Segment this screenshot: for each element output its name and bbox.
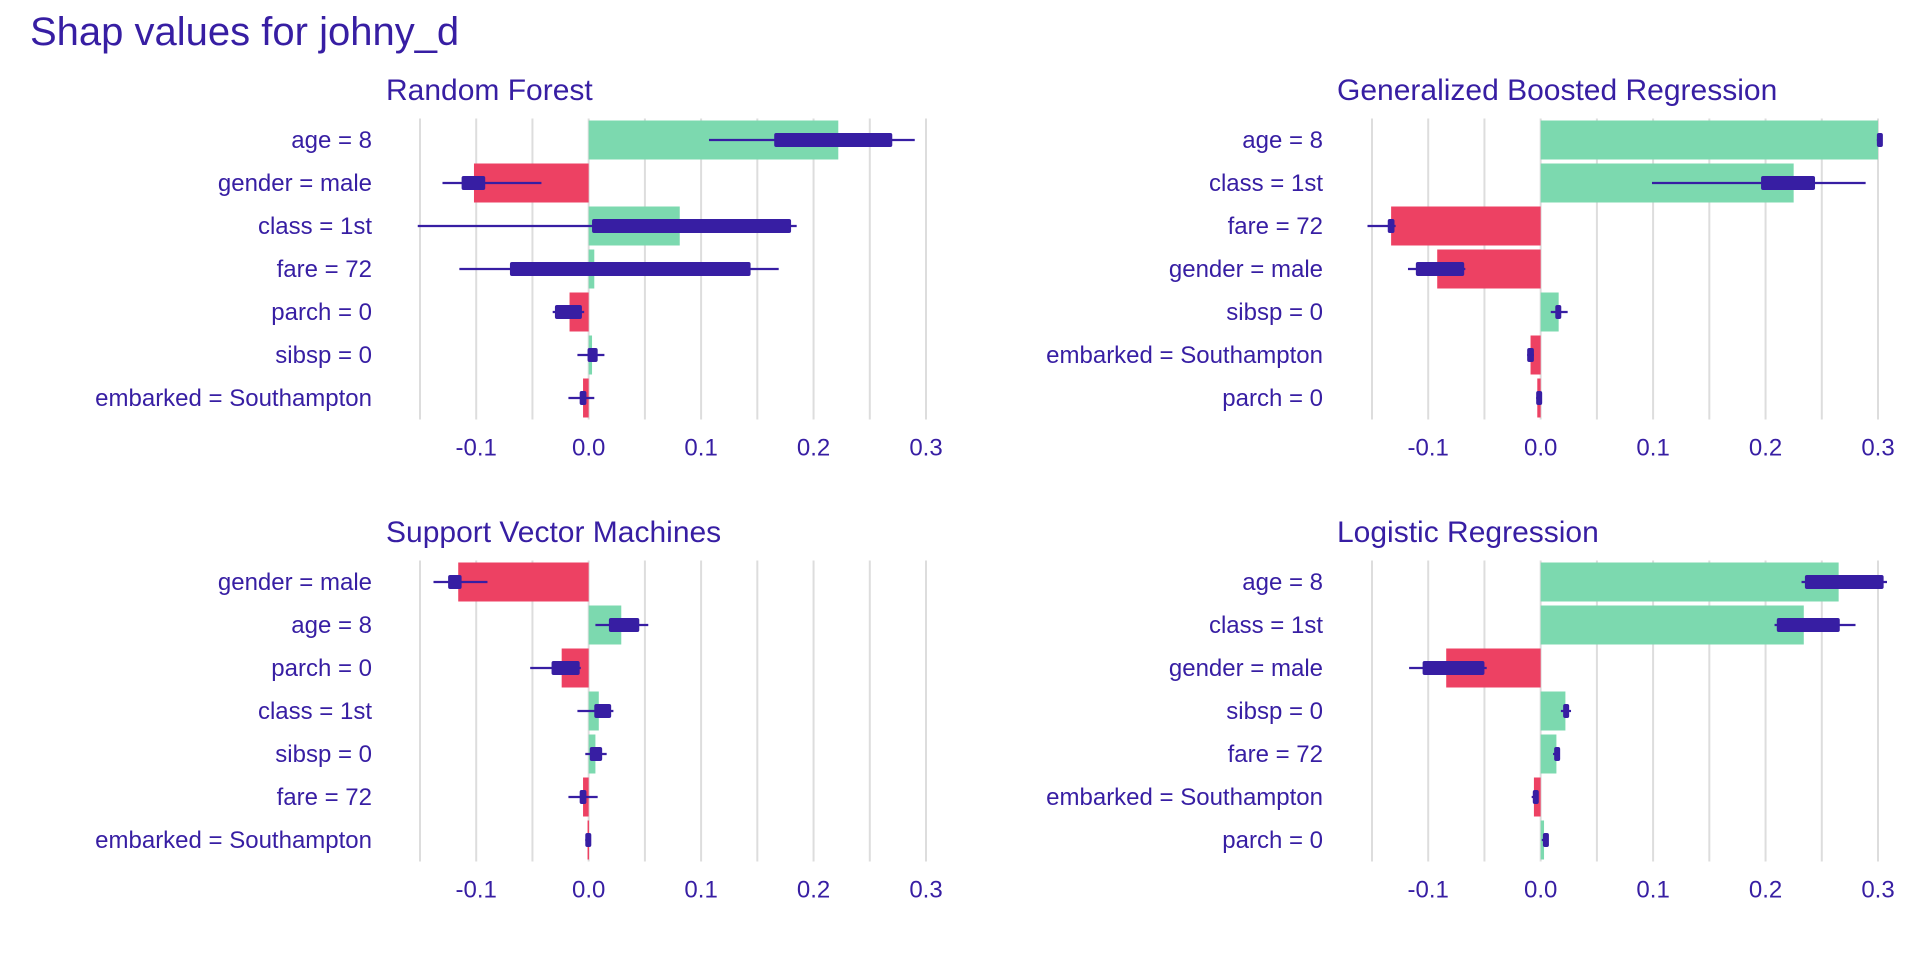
boxplot-box-parch-0 xyxy=(1542,833,1549,847)
category-label: fare = 72 xyxy=(1228,741,1323,768)
boxplot-box-embarked-southampton xyxy=(1527,348,1534,362)
panel-title: Support Vector Machines xyxy=(386,516,721,549)
bar-age-8 xyxy=(1540,562,1839,602)
boxplot-box-embarked-southampton xyxy=(585,833,592,847)
x-tick-label: 0.2 xyxy=(1749,877,1782,904)
x-tick-label: 0.0 xyxy=(572,877,605,904)
panel-generalized-boosted-regression: Generalized Boosted Regression age = 8 cla… xyxy=(1046,74,1895,462)
boxplot-box-gender-male xyxy=(1415,262,1465,276)
boxplot-box-fare-72 xyxy=(509,262,751,276)
x-tick-label: -0.1 xyxy=(1408,877,1449,904)
boxplot-box-age-8 xyxy=(774,133,893,147)
boxplot-box-embarked-southampton xyxy=(579,391,587,405)
boxplot-box-age-8 xyxy=(608,618,640,632)
category-label: embarked = Southampton xyxy=(95,827,372,854)
boxplot-box-sibsp-0 xyxy=(589,747,603,761)
category-label: sibsp = 0 xyxy=(1226,299,1323,326)
x-tick-label: 0.1 xyxy=(684,435,717,462)
x-tick-label: 0.2 xyxy=(797,435,830,462)
category-label: embarked = Southampton xyxy=(1046,784,1323,811)
boxplot-box-sibsp-0 xyxy=(587,348,598,362)
panel-random-forest: Random Forest age = 8 gender = male class =… xyxy=(95,74,943,462)
figure-title: Shap values for johny_d xyxy=(30,10,460,54)
x-tick-label: 0.3 xyxy=(909,877,942,904)
category-label: age = 8 xyxy=(291,127,372,154)
boxplot-box-gender-male xyxy=(1422,661,1485,675)
bar-fare-72 xyxy=(1540,734,1557,774)
category-label: parch = 0 xyxy=(271,655,372,682)
category-label: class = 1st xyxy=(1209,612,1323,639)
panel-title: Generalized Boosted Regression xyxy=(1337,74,1777,107)
category-label: class = 1st xyxy=(258,213,372,240)
x-tick-label: -0.1 xyxy=(456,877,497,904)
category-label: parch = 0 xyxy=(1222,827,1323,854)
panel-title: Logistic Regression xyxy=(1337,516,1599,549)
category-label: age = 8 xyxy=(1242,127,1323,154)
panel-logistic-regression: Logistic Regression age = 8 class = 1st gen… xyxy=(1046,516,1895,904)
x-tick-label: 0.3 xyxy=(909,435,942,462)
category-label: sibsp = 0 xyxy=(1226,698,1323,725)
bar-sibsp-0 xyxy=(1540,292,1559,332)
category-label: fare = 72 xyxy=(1228,213,1323,240)
boxplot-box-parch-0 xyxy=(551,661,580,675)
bar-fare-72 xyxy=(1391,206,1541,246)
x-tick-label: 0.2 xyxy=(797,877,830,904)
bar-class-1st xyxy=(1540,605,1804,645)
x-tick-label: 0.1 xyxy=(1636,435,1669,462)
boxplot-box-embarked-southampton xyxy=(1532,790,1539,804)
x-tick-label: 0.2 xyxy=(1749,435,1782,462)
boxplot-box-fare-72 xyxy=(579,790,587,804)
category-label: parch = 0 xyxy=(1222,385,1323,412)
x-tick-label: -0.1 xyxy=(1408,435,1449,462)
boxplot-box-class-1st xyxy=(1776,618,1840,632)
x-tick-label: 0.1 xyxy=(1636,877,1669,904)
x-tick-label: 0.0 xyxy=(1524,877,1557,904)
x-tick-label: 0.0 xyxy=(572,435,605,462)
category-label: embarked = Southampton xyxy=(95,385,372,412)
boxplot-box-class-1st xyxy=(592,219,792,233)
category-label: gender = male xyxy=(218,170,372,197)
x-tick-label: 0.1 xyxy=(684,877,717,904)
category-label: gender = male xyxy=(1169,655,1323,682)
bar-embarked-southampton xyxy=(1530,335,1541,375)
category-label: fare = 72 xyxy=(277,256,372,283)
category-label: embarked = Southampton xyxy=(1046,342,1323,369)
category-label: gender = male xyxy=(218,569,372,596)
boxplot-box-sibsp-0 xyxy=(1555,305,1562,319)
boxplot-box-parch-0 xyxy=(554,305,582,319)
category-label: gender = male xyxy=(1169,256,1323,283)
category-label: class = 1st xyxy=(1209,170,1323,197)
category-label: age = 8 xyxy=(1242,569,1323,596)
boxplot-box-fare-72 xyxy=(1554,747,1561,761)
boxplot-box-age-8 xyxy=(1804,575,1884,589)
boxplot-box-class-1st xyxy=(594,704,612,718)
x-tick-label: 0.0 xyxy=(1524,435,1557,462)
bar-age-8 xyxy=(1540,120,1878,160)
category-label: sibsp = 0 xyxy=(275,741,372,768)
category-label: class = 1st xyxy=(258,698,372,725)
category-label: sibsp = 0 xyxy=(275,342,372,369)
x-tick-label: 0.3 xyxy=(1861,877,1894,904)
panel-title: Random Forest xyxy=(386,74,593,107)
boxplot-box-fare-72 xyxy=(1387,219,1395,233)
shap-chart-grid: Random Forest age = 8 gender = male class =… xyxy=(95,74,1895,904)
boxplot-box-gender-male xyxy=(448,575,462,589)
x-tick-label: 0.3 xyxy=(1861,435,1894,462)
category-label: age = 8 xyxy=(291,612,372,639)
boxplot-box-age-8 xyxy=(1876,133,1883,147)
panel-support-vector-machines: Support Vector Machines gender = male age … xyxy=(95,516,943,904)
boxplot-box-sibsp-0 xyxy=(1563,704,1570,718)
category-label: parch = 0 xyxy=(271,299,372,326)
boxplot-box-class-1st xyxy=(1761,176,1816,190)
x-tick-label: -0.1 xyxy=(456,435,497,462)
boxplot-box-parch-0 xyxy=(1536,391,1543,405)
boxplot-box-gender-male xyxy=(461,176,486,190)
category-label: fare = 72 xyxy=(277,784,372,811)
